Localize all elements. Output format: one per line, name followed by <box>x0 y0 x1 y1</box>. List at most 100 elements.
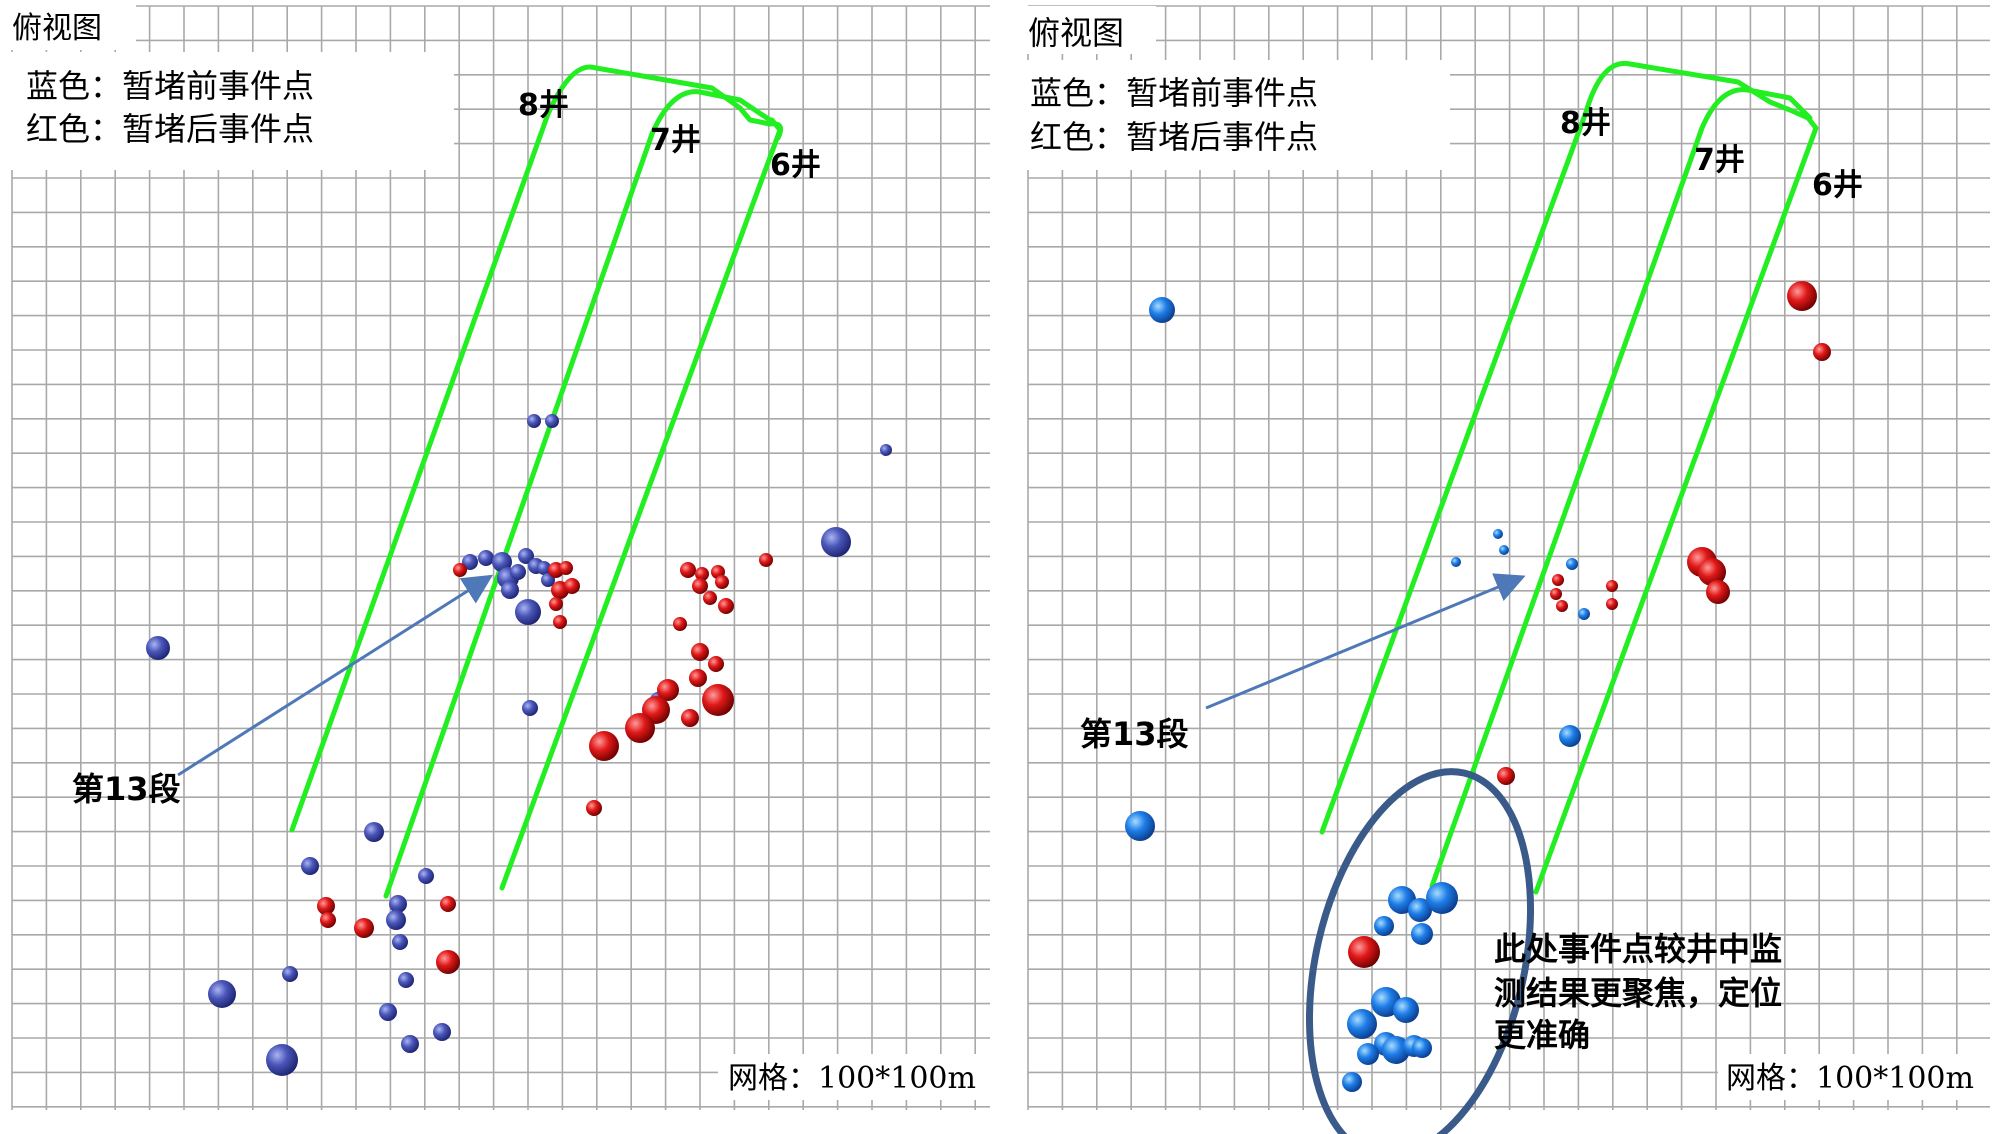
stage-label-left: 第13段 <box>72 770 181 808</box>
event-after-plugging <box>1698 558 1726 586</box>
event-before-plugging <box>510 564 526 580</box>
event-before-plugging <box>1426 882 1458 914</box>
legend-red-right: 红色：暂堵后事件点 <box>1030 118 1318 156</box>
event-after-plugging <box>1552 574 1564 586</box>
grid-note-right: 网格：100*100m <box>1726 1061 1974 1096</box>
event-before-plugging <box>418 868 434 884</box>
event-after-plugging <box>689 669 707 687</box>
event-before-plugging <box>501 581 519 599</box>
highlight-ellipse <box>1305 768 1535 1134</box>
event-before-plugging <box>1559 725 1581 747</box>
well-path <box>383 89 773 899</box>
event-before-plugging <box>398 972 414 988</box>
event-after-plugging <box>1556 600 1568 612</box>
legend-blue-left: 蓝色：暂堵前事件点 <box>26 67 314 105</box>
event-after-plugging <box>589 731 619 761</box>
event-after-plugging <box>718 598 734 614</box>
event-after-plugging <box>715 575 729 589</box>
event-after-plugging <box>317 897 335 915</box>
event-after-plugging <box>1813 343 1831 361</box>
stage-arrow-left <box>177 574 494 777</box>
event-before-plugging <box>522 700 538 716</box>
event-before-plugging <box>364 822 384 842</box>
event-after-plugging <box>1348 936 1380 968</box>
event-before-plugging <box>1374 916 1394 936</box>
event-before-plugging <box>462 554 478 570</box>
event-after-plugging <box>1606 598 1618 610</box>
legend-box-right <box>1026 60 1450 170</box>
panel-title-left: 俯视图 <box>12 11 102 46</box>
event-after-plugging <box>703 591 717 605</box>
event-after-plugging <box>692 578 708 594</box>
event-after-plugging <box>1497 767 1515 785</box>
event-before-plugging <box>1408 898 1432 922</box>
grid-left <box>11 5 990 1110</box>
callout-line-2: 测结果更聚焦，定位 <box>1494 974 1782 1012</box>
event-before-plugging <box>515 599 541 625</box>
well-6-label-left: 6井 <box>770 148 821 183</box>
event-before-plugging <box>492 552 512 572</box>
callout-line-1: 此处事件点较井中监 <box>1494 930 1782 968</box>
event-before-plugging <box>266 1044 298 1076</box>
event-after-plugging <box>440 896 456 912</box>
event-before-plugging <box>389 895 407 913</box>
well-path <box>1533 115 1819 895</box>
left-panel: 俯视图 蓝色：暂堵前事件点 红色：暂堵后事件点 8井 7井 6井 第13段 网格… <box>6 4 994 1110</box>
event-before-plugging <box>1566 558 1578 570</box>
well-path <box>499 117 783 891</box>
event-before-plugging <box>518 548 534 564</box>
title-box-left <box>6 4 136 50</box>
event-before-plugging <box>1393 997 1419 1023</box>
well-8-label-left: 8井 <box>518 88 569 123</box>
panel-title-right: 俯视图 <box>1028 14 1124 52</box>
event-before-plugging <box>282 966 298 982</box>
event-after-plugging <box>625 713 655 743</box>
well-6-label-right: 6井 <box>1812 168 1863 203</box>
event-after-plugging <box>453 563 467 577</box>
right-panel: 俯视图 蓝色：暂堵前事件点 红色：暂堵后事件点 8井 7井 6井 第13段 此处… <box>1026 5 1994 1134</box>
event-after-plugging <box>702 684 734 716</box>
well-paths-left <box>289 64 784 899</box>
legend-blue-right: 蓝色：暂堵前事件点 <box>1030 74 1318 112</box>
event-after-plugging <box>708 656 724 672</box>
event-after-plugging <box>1606 580 1618 592</box>
event-before-plugging <box>1499 545 1509 555</box>
event-after-plugging <box>564 578 580 594</box>
well-paths-right <box>1319 60 1819 895</box>
well-7-label-left: 7井 <box>650 123 701 158</box>
event-before-plugging <box>392 934 408 950</box>
event-after-plugging <box>759 553 773 567</box>
event-before-plugging <box>379 1003 397 1021</box>
event-before-plugging <box>401 1035 419 1053</box>
event-before-plugging <box>1125 811 1155 841</box>
event-before-plugging <box>146 636 170 660</box>
event-after-plugging <box>691 643 709 661</box>
well-8-label-right: 8井 <box>1560 106 1611 141</box>
callout-line-3: 更准确 <box>1494 1016 1590 1054</box>
event-after-plugging <box>681 709 699 727</box>
event-after-plugging <box>586 800 602 816</box>
event-after-plugging <box>1787 281 1817 311</box>
grid-note-box-right <box>1718 1054 1994 1100</box>
event-after-plugging <box>549 597 563 611</box>
events-left <box>146 414 892 1076</box>
event-after-plugging <box>695 567 709 581</box>
event-before-plugging <box>478 550 494 566</box>
event-before-plugging <box>537 561 551 575</box>
legend-box-left <box>6 52 454 170</box>
event-after-plugging <box>673 617 687 631</box>
event-before-plugging <box>386 910 406 930</box>
event-before-plugging <box>1411 923 1433 945</box>
event-before-plugging <box>433 1023 451 1041</box>
grid-note-left: 网格：100*100m <box>728 1061 976 1096</box>
event-before-plugging <box>880 444 892 456</box>
well-path <box>289 64 784 833</box>
stage-label-right: 第13段 <box>1080 715 1189 753</box>
event-before-plugging <box>1412 1038 1432 1058</box>
event-before-plugging <box>1493 529 1503 539</box>
event-before-plugging <box>1342 1072 1362 1092</box>
stage-arrow-right <box>1205 573 1526 710</box>
event-after-plugging <box>1550 588 1562 600</box>
event-after-plugging <box>559 561 573 575</box>
